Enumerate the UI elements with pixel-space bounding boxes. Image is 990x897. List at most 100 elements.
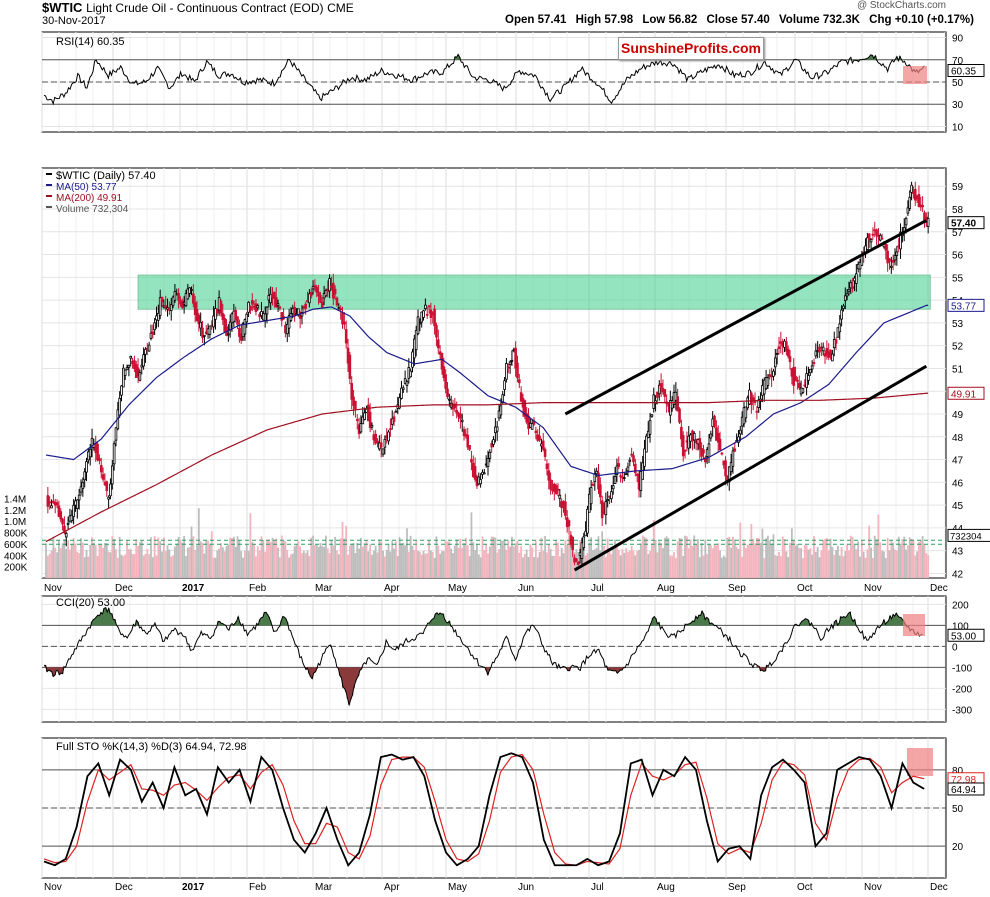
- change-value: Chg +0.10 (+0.17%): [869, 14, 974, 26]
- volume-bar: [643, 536, 646, 578]
- candle-body: [111, 465, 114, 485]
- volume-bar: [218, 548, 221, 578]
- volume-bar: [831, 547, 834, 578]
- candle-body: [847, 288, 851, 293]
- x-tick-label: Apr: [384, 882, 400, 893]
- volume-bar: [129, 549, 132, 578]
- volume-bar: [899, 543, 902, 578]
- volume-bar: [903, 536, 906, 578]
- candle-body: [276, 303, 280, 306]
- candle-body: [151, 331, 155, 335]
- volume-bar: [247, 551, 250, 578]
- volume-bar: [511, 536, 513, 578]
- volume-bar: [523, 553, 526, 578]
- ma50-line: [45, 304, 929, 477]
- volume-bar: [645, 538, 648, 578]
- candle-body: [468, 444, 471, 450]
- volume-bar: [203, 553, 206, 578]
- volume-bar: [709, 545, 712, 578]
- candle-body: [622, 477, 626, 480]
- candle-body: [724, 460, 727, 477]
- volume-bar: [196, 545, 198, 578]
- candle-body: [632, 455, 635, 463]
- candle-body: [663, 389, 667, 397]
- volume-bar: [641, 535, 644, 578]
- volume-bar: [525, 549, 528, 578]
- volume-bar: [768, 540, 771, 578]
- volume-bar: [520, 546, 523, 578]
- volume-bar: [671, 555, 674, 578]
- volume-bar: [336, 550, 338, 578]
- candle-body: [834, 339, 838, 344]
- y-tick-label: 59: [952, 182, 964, 193]
- y-tick-label: -200: [952, 684, 972, 695]
- volume-bar: [787, 556, 790, 578]
- volume-bar: [829, 538, 832, 578]
- volume-bar: [759, 542, 762, 578]
- volume-bar: [363, 543, 366, 578]
- brand-logo[interactable]: SunshineProfits.com: [618, 37, 764, 60]
- volume-bar: [901, 539, 904, 578]
- y-tick-label: 43: [952, 547, 964, 558]
- candle-body: [157, 312, 160, 321]
- candle-body: [219, 300, 223, 314]
- volume-bar: [105, 543, 108, 578]
- candle-body: [506, 366, 510, 369]
- volume-bar: [418, 551, 421, 578]
- candle-body: [731, 450, 735, 467]
- volume-bar: [872, 558, 874, 578]
- volume-bar: [534, 540, 537, 578]
- volume-tick-label: 1.4M: [4, 494, 26, 505]
- candle-body: [173, 291, 177, 301]
- volume-bar: [612, 546, 615, 578]
- candle-body: [755, 410, 759, 413]
- candle-body: [840, 309, 843, 320]
- candle-body: [606, 499, 610, 502]
- candle-body: [707, 443, 711, 458]
- volume-bar: [85, 549, 88, 578]
- volume-bar: [277, 547, 279, 578]
- candle-body: [348, 354, 352, 379]
- volume-bar: [809, 548, 812, 578]
- volume-bar: [562, 553, 565, 578]
- volume-bar: [431, 552, 434, 578]
- y-tick-label: -300: [952, 705, 972, 716]
- candle-body: [604, 501, 608, 516]
- candle-body: [142, 354, 145, 367]
- volume-bar: [512, 546, 515, 578]
- volume-bar: [269, 542, 272, 578]
- x-tick-label: Dec: [930, 583, 948, 594]
- volume-bar: [516, 541, 519, 578]
- candle-body: [83, 471, 86, 481]
- candle-body: [634, 463, 637, 474]
- volume-bar: [402, 542, 405, 578]
- candle-body: [875, 229, 878, 236]
- volume-bar: [297, 540, 300, 578]
- candle-body: [808, 369, 812, 374]
- volume-bar: [382, 550, 384, 578]
- volume-bar: [744, 548, 747, 578]
- trendline: [573, 364, 928, 572]
- candle-body: [158, 297, 162, 316]
- y-tick-label: 50: [952, 804, 964, 815]
- candle-body: [403, 378, 407, 384]
- candle-body: [265, 306, 269, 315]
- volume-bar: [560, 547, 563, 578]
- volume-bar: [133, 553, 136, 578]
- volume-bar: [573, 552, 576, 578]
- volume-bar: [137, 546, 139, 578]
- volume-bar: [647, 553, 650, 578]
- volume-bar: [463, 543, 465, 578]
- y-tick-label: 50: [952, 78, 964, 89]
- candle-body: [138, 372, 142, 381]
- candle-body: [739, 429, 742, 435]
- volume-bar: [860, 540, 863, 578]
- ma200-line: [45, 392, 929, 543]
- y-tick-label: 47: [952, 456, 964, 467]
- candle-body: [567, 520, 571, 527]
- volume-bar: [923, 543, 926, 578]
- volume-bar: [623, 552, 626, 578]
- candle-body: [615, 465, 619, 475]
- volume-bar: [404, 545, 407, 578]
- candle-body: [249, 305, 252, 311]
